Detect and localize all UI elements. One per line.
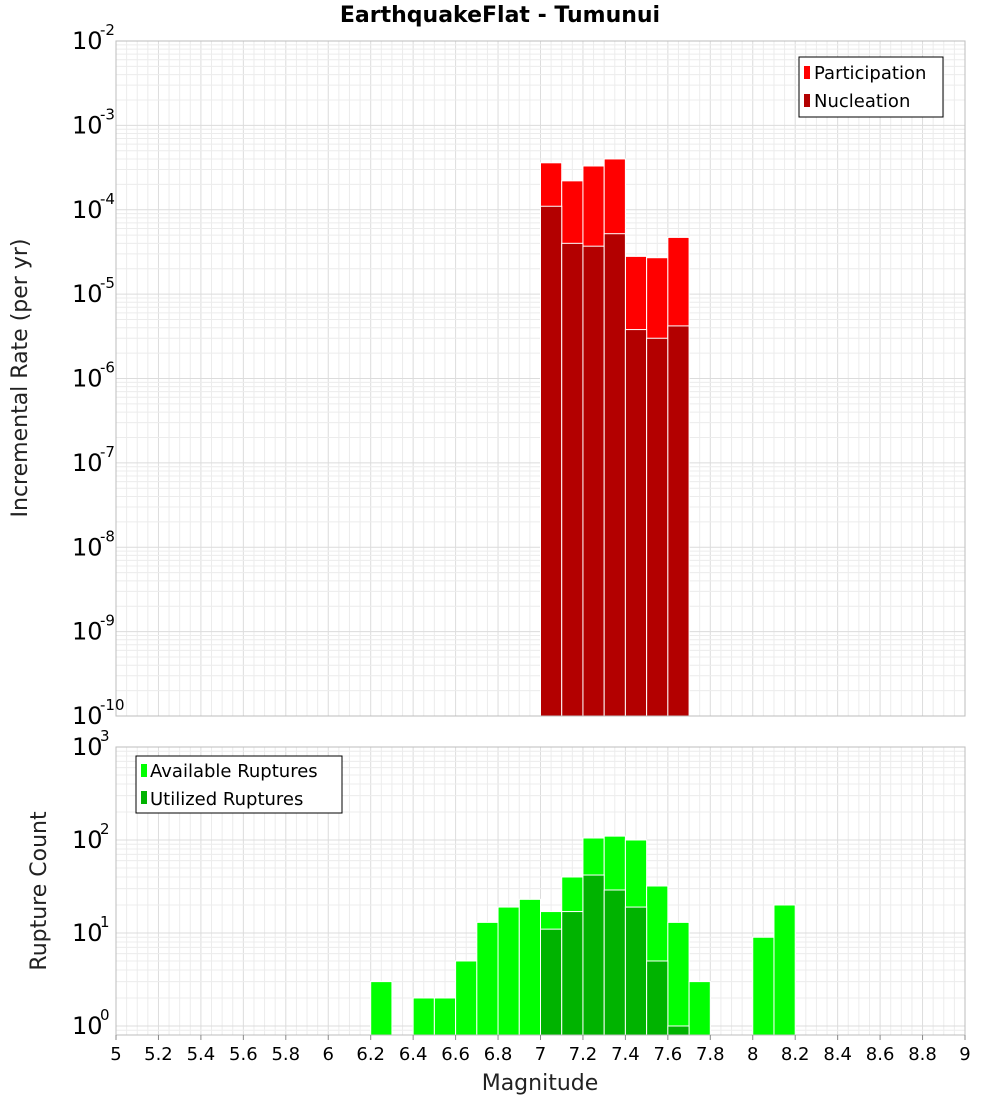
count-bar-available-ruptures — [752, 936, 775, 1036]
legend-label-nucleation: Nucleation — [814, 91, 910, 112]
count-legend-box — [135, 755, 343, 814]
rate-y-tick-label: 10 — [72, 196, 103, 224]
count-y-tick-label: 10 — [72, 1012, 103, 1040]
x-tick-label: 6.8 — [484, 1044, 513, 1065]
rate-plot-y-label: Incremental Rate (per yr) — [8, 239, 33, 518]
rate-y-tick-exponent: -2 — [100, 21, 115, 39]
legend-swatch-available — [141, 764, 147, 777]
legend-swatch-utilized — [141, 791, 147, 804]
x-tick-label: 5.2 — [144, 1044, 173, 1065]
rate-plot-frame — [115, 40, 966, 717]
x-tick-label: 8.6 — [866, 1044, 895, 1065]
x-tick-label: 7.6 — [654, 1044, 683, 1065]
rate-y-tick-label: 10 — [72, 280, 103, 308]
count-plot-bars — [370, 835, 796, 1036]
count-y-tick-label: 10 — [72, 826, 103, 854]
count-bar-available-ruptures — [476, 921, 499, 1036]
rate-y-tick-label: 10 — [72, 533, 103, 561]
x-tick-label: 5 — [110, 1044, 121, 1065]
rate-y-tick-label: 10 — [72, 27, 103, 55]
rate-y-tick-label: 10 — [72, 449, 103, 477]
count-y-tick-label: 10 — [72, 919, 103, 947]
rate-bar-nucleation — [561, 242, 584, 717]
rate-y-tick-exponent: -8 — [100, 527, 115, 545]
rate-bar-nucleation — [667, 325, 690, 717]
count-bar-available-ruptures — [667, 921, 690, 1036]
rate-y-tick-label: 10 — [72, 618, 103, 646]
x-tick-label: 8.2 — [781, 1044, 810, 1065]
chart-title: EarthquakeFlat - Tumunui — [340, 3, 660, 28]
rate-y-tick-exponent: -7 — [100, 443, 115, 461]
x-tick-label: 7.2 — [569, 1044, 598, 1065]
count-bar-available-ruptures — [773, 904, 796, 1036]
rate-y-tick-exponent: -5 — [100, 274, 115, 292]
count-bar-utilized-ruptures — [540, 928, 563, 1036]
x-tick-label: 7 — [535, 1044, 546, 1065]
rate-y-tick-exponent: -9 — [100, 612, 115, 630]
count-bar-available-ruptures — [497, 906, 520, 1036]
x-tick-label: 7.8 — [696, 1044, 725, 1065]
rate-bar-nucleation — [603, 233, 626, 717]
x-tick-label: 6 — [323, 1044, 334, 1065]
x-tick-label: 8.4 — [823, 1044, 852, 1065]
count-bar-utilized-ruptures — [624, 906, 648, 1036]
legend-label-participation: Participation — [814, 63, 926, 84]
rate-bar-nucleation — [646, 337, 669, 717]
x-axis-ticks: 5 5.2 5.4 5.6 5.8 6 6.2 6.4 6.6 6.8 7 7.2 7.4 7.6 7.8 8… — [110, 1035, 971, 1065]
count-plot-legend: Available Ruptures Utilized Ruptures — [135, 755, 343, 814]
count-y-tick-exponent: 1 — [100, 913, 110, 931]
rate-y-tick-label: 10 — [72, 702, 103, 730]
count-y-tick-label: 10 — [72, 733, 103, 761]
legend-label-available: Available Ruptures — [150, 761, 318, 782]
x-tick-label: 5.6 — [229, 1044, 258, 1065]
x-tick-label: 6.6 — [441, 1044, 470, 1065]
x-axis-label: Magnitude — [482, 1071, 599, 1096]
count-bar-utilized-ruptures — [646, 960, 669, 1036]
count-y-tick-exponent: 0 — [100, 1006, 110, 1024]
x-tick-label: 5.8 — [271, 1044, 300, 1065]
count-bar-available-ruptures — [455, 960, 478, 1036]
rate-y-tick-exponent: -3 — [100, 105, 115, 123]
rate-y-tick-label: 10 — [72, 111, 103, 139]
count-y-tick-exponent: 3 — [100, 727, 110, 745]
x-tick-label: 6.4 — [399, 1044, 428, 1065]
count-bar-utilized-ruptures — [667, 1025, 690, 1036]
rate-y-tick-exponent: -4 — [100, 190, 115, 208]
count-bar-utilized-ruptures — [582, 874, 605, 1036]
count-bar-utilized-ruptures — [561, 911, 584, 1036]
rate-bar-nucleation — [582, 245, 605, 717]
x-tick-label: 9 — [959, 1044, 970, 1065]
count-bar-available-ruptures — [433, 997, 457, 1036]
rate-bar-nucleation — [624, 329, 648, 717]
x-tick-label: 5.4 — [187, 1044, 216, 1065]
legend-swatch-nucleation — [804, 94, 810, 107]
count-bar-utilized-ruptures — [603, 889, 626, 1036]
rate-bar-nucleation — [540, 205, 563, 717]
x-tick-label: 6.2 — [356, 1044, 385, 1065]
rate-plot-bars — [540, 158, 690, 717]
x-tick-label: 8 — [747, 1044, 758, 1065]
legend-swatch-participation — [804, 66, 810, 79]
count-bar-available-ruptures — [518, 898, 542, 1036]
count-y-tick-exponent: 2 — [100, 820, 110, 838]
rate-y-tick-exponent: -10 — [100, 696, 125, 714]
count-plot-y-label: Rupture Count — [27, 811, 52, 971]
x-tick-label: 7.4 — [611, 1044, 640, 1065]
rate-plot-legend: Participation Nucleation — [798, 56, 944, 118]
count-bar-available-ruptures — [688, 981, 711, 1036]
rate-legend-box — [798, 56, 944, 118]
count-bar-available-ruptures — [412, 997, 435, 1036]
rate-y-tick-label: 10 — [72, 365, 103, 393]
rate-y-tick-exponent: -6 — [100, 359, 115, 377]
x-tick-label: 8.8 — [908, 1044, 937, 1065]
count-bar-available-ruptures — [370, 981, 393, 1036]
legend-label-utilized: Utilized Ruptures — [150, 789, 303, 810]
